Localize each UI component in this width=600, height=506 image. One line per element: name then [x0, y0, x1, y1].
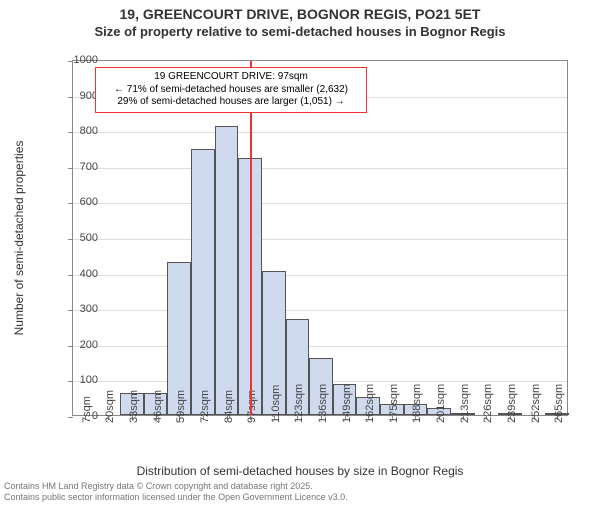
x-tick-label: 46sqm [152, 390, 164, 423]
footer-line-2: Contains public sector information licen… [4, 492, 348, 504]
x-tick-label: 72sqm [199, 390, 211, 423]
grid-line [73, 132, 567, 133]
grid-line [73, 310, 567, 311]
y-tick-label: 400 [58, 268, 98, 280]
x-tick-label: 252sqm [530, 384, 542, 423]
y-tick-label: 1000 [58, 54, 98, 66]
histogram-bar [191, 149, 215, 415]
annotation-line: 19 GREENCOURT DRIVE: 97sqm [102, 71, 360, 84]
footer-attribution: Contains HM Land Registry data © Crown c… [0, 479, 352, 506]
grid-line [73, 239, 567, 240]
annotation-line: ← 71% of semi-detached houses are smalle… [102, 84, 360, 97]
x-axis-label: Distribution of semi-detached houses by … [0, 464, 600, 478]
y-tick-label: 800 [58, 125, 98, 137]
footer-line-1: Contains HM Land Registry data © Crown c… [4, 481, 348, 493]
grid-line [73, 168, 567, 169]
y-axis-label: Number of semi-detached properties [12, 141, 26, 336]
x-tick-label: 20sqm [104, 390, 116, 423]
histogram-bar [215, 126, 239, 415]
plot-area: 7sqm20sqm33sqm46sqm59sqm72sqm84sqm97sqm1… [72, 60, 568, 416]
x-tick-label: 162sqm [364, 384, 376, 423]
y-tick-label: 900 [58, 90, 98, 102]
x-tick-label: 59sqm [175, 390, 187, 423]
marker-line [250, 61, 252, 415]
annotation-box: 19 GREENCOURT DRIVE: 97sqm← 71% of semi-… [95, 67, 367, 113]
x-tick-label: 201sqm [435, 384, 447, 423]
x-tick-label: 175sqm [388, 384, 400, 423]
histogram-chart: 7sqm20sqm33sqm46sqm59sqm72sqm84sqm97sqm1… [72, 60, 568, 416]
y-tick-label: 500 [58, 232, 98, 244]
grid-line [73, 275, 567, 276]
x-tick-label: 33sqm [128, 390, 140, 423]
y-tick-label: 200 [58, 339, 98, 351]
y-tick-label: 700 [58, 161, 98, 173]
page-title: 19, GREENCOURT DRIVE, BOGNOR REGIS, PO21… [0, 6, 600, 22]
x-tick-label: 110sqm [270, 385, 282, 423]
x-tick-label: 84sqm [223, 390, 235, 423]
x-tick-label: 226sqm [482, 384, 494, 423]
page-subtitle: Size of property relative to semi-detach… [0, 24, 600, 39]
x-tick-label: 136sqm [317, 384, 329, 423]
grid-line [73, 346, 567, 347]
y-tick-label: 300 [58, 303, 98, 315]
grid-line [73, 203, 567, 204]
x-tick-label: 97sqm [246, 390, 258, 423]
y-tick-label: 600 [58, 196, 98, 208]
y-tick-label: 0 [58, 410, 98, 422]
x-tick-label: 123sqm [293, 384, 305, 423]
x-tick-label: 149sqm [341, 384, 353, 423]
x-tick-label: 265sqm [553, 384, 565, 423]
x-tick-label: 213sqm [459, 384, 471, 423]
annotation-line: 29% of semi-detached houses are larger (… [102, 96, 360, 109]
x-tick-label: 239sqm [506, 384, 518, 423]
x-tick-label: 188sqm [411, 384, 423, 423]
y-tick-label: 100 [58, 374, 98, 386]
